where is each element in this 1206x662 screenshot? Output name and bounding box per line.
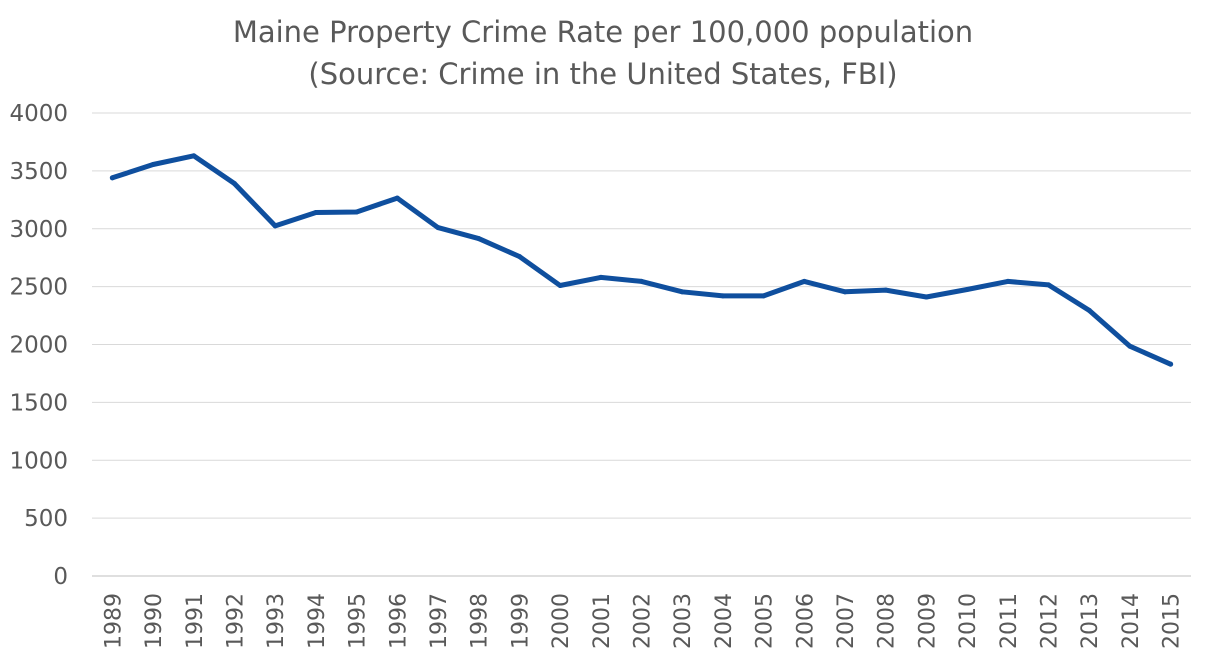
y-tick-label: 2000 [9, 333, 68, 359]
x-tick-label: 2012 [1038, 593, 1063, 649]
chart-title: Maine Property Crime Rate per 100,000 po… [233, 15, 973, 49]
x-tick-label: 2007 [834, 593, 859, 649]
data-point-2013 [1086, 307, 1092, 313]
series-line-0 [109, 153, 1174, 367]
data-point-2011 [1005, 278, 1011, 284]
data-point-1995 [354, 209, 360, 215]
data-point-2015 [1168, 361, 1174, 367]
x-tick-label: 2001 [590, 593, 615, 649]
x-tick-label: 2013 [1078, 593, 1103, 649]
y-tick-label: 3000 [9, 217, 68, 243]
chart-subtitle: (Source: Crime in the United States, FBI… [308, 57, 897, 91]
data-point-2003 [679, 289, 685, 295]
data-point-1997 [435, 225, 441, 231]
x-tick-label: 1998 [468, 593, 493, 649]
x-tick-label: 2003 [671, 593, 696, 649]
y-tick-label: 0 [53, 564, 68, 590]
data-point-2012 [1046, 282, 1052, 288]
data-point-2001 [598, 274, 604, 280]
x-tick-label: 2015 [1160, 593, 1185, 649]
data-point-2006 [801, 278, 807, 284]
x-tick-label: 1989 [101, 593, 126, 649]
data-point-2009 [923, 294, 929, 300]
gridlines [92, 112, 1191, 519]
data-point-2000 [557, 282, 563, 288]
x-axis: 1989 1990 1991 1992 1993 1994 1995 1996 1997 1998… [92, 575, 1191, 649]
x-tick-label: 1992 [223, 593, 248, 649]
y-tick-label: 2500 [9, 275, 68, 301]
x-tick-label: 1991 [183, 593, 208, 649]
data-point-1993 [272, 223, 278, 229]
y-tick-label: 1000 [9, 448, 68, 474]
data-point-1991 [191, 153, 197, 159]
x-tick-label: 2000 [549, 593, 574, 649]
x-tick-label: 2010 [956, 593, 981, 649]
x-tick-label: 1995 [346, 593, 371, 649]
data-point-1990 [150, 162, 156, 168]
x-tick-label: 2004 [712, 593, 737, 649]
data-point-1998 [476, 236, 482, 242]
x-tick-label: 2011 [997, 593, 1022, 649]
x-tick-label: 2009 [915, 593, 940, 649]
x-tick-label: 1993 [264, 593, 289, 649]
data-point-2010 [964, 287, 970, 293]
y-tick-label: 500 [24, 506, 68, 532]
data-point-1994 [313, 210, 319, 216]
data-point-2008 [883, 287, 889, 293]
data-point-1992 [231, 181, 237, 187]
x-tick-label: 2005 [753, 593, 778, 649]
x-tick-label: 2014 [1119, 593, 1144, 649]
data-point-2005 [761, 293, 767, 299]
data-point-2014 [1127, 343, 1133, 349]
data-point-1996 [394, 195, 400, 201]
y-tick-label: 1500 [9, 390, 68, 416]
x-tick-label: 1997 [427, 593, 452, 649]
data-point-1999 [516, 254, 522, 260]
x-tick-label: 1990 [142, 593, 167, 649]
x-tick-label: 1999 [508, 593, 533, 649]
series-layer [109, 153, 1174, 367]
x-tick-label: 2006 [793, 593, 818, 649]
data-point-1989 [109, 175, 115, 181]
y-axis: 0 500 1000 1500 2000 2500 3000 3500 4000 [9, 101, 68, 590]
data-point-2004 [720, 293, 726, 299]
x-tick-label: 1994 [305, 593, 330, 649]
y-tick-label: 3500 [9, 159, 68, 185]
y-tick-label: 4000 [9, 101, 68, 127]
x-tick-label: 2008 [875, 593, 900, 649]
data-point-2002 [639, 278, 644, 284]
data-point-2007 [842, 289, 848, 295]
x-tick-label: 2002 [631, 593, 656, 649]
x-tick-label: 1996 [386, 593, 411, 649]
